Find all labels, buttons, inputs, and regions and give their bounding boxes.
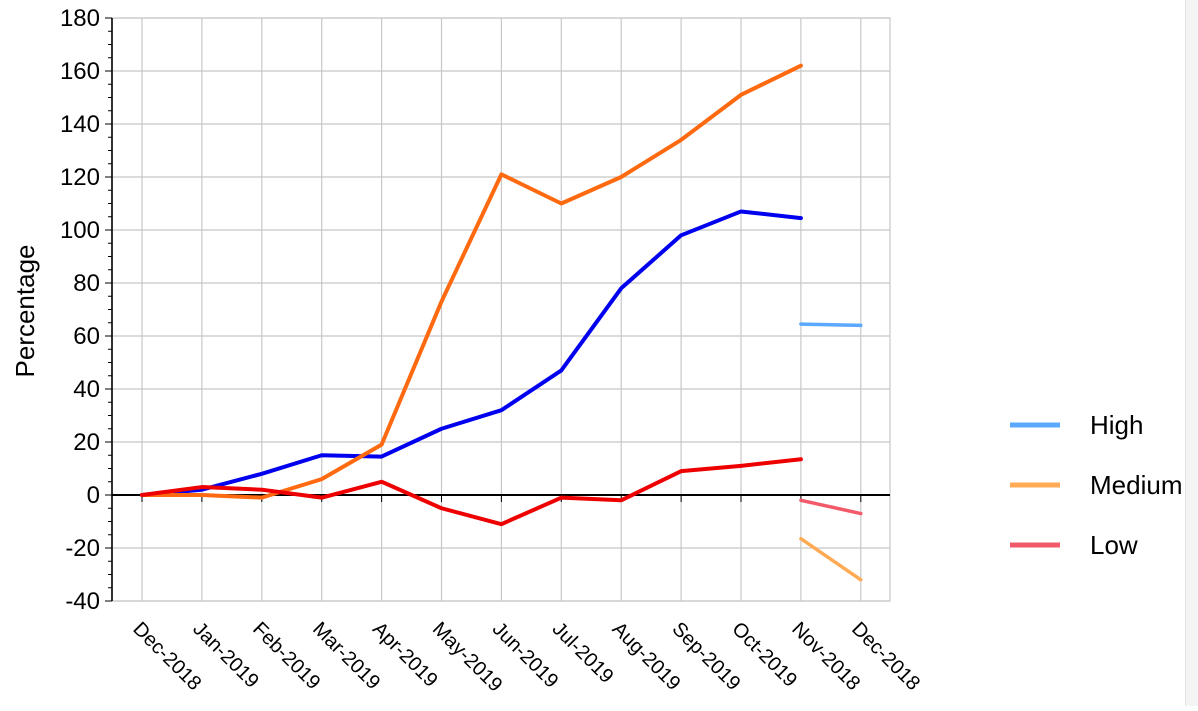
axes (105, 17, 890, 602)
y-tick-label: 160 (60, 58, 100, 85)
window-edge (1185, 0, 1198, 706)
y-tick-label: -20 (65, 535, 100, 562)
legend-label-medium: Medium (1090, 470, 1182, 500)
series-line-orange (140, 63, 803, 500)
tick-labels: -40-20020406080100120140160180Dec-2018Ja… (60, 5, 924, 696)
series-lines (140, 63, 863, 582)
grid (111, 17, 891, 602)
y-axis-label: Percentage (10, 245, 40, 378)
series-line-high (799, 322, 863, 328)
series-line-low (799, 498, 863, 516)
series-line-medium (799, 536, 863, 582)
series-line-blue (140, 209, 803, 497)
y-tick-label: -40 (65, 588, 100, 615)
y-tick-label: 120 (60, 164, 100, 191)
y-tick-label: 0 (87, 482, 100, 509)
y-tick-label: 80 (73, 270, 100, 297)
y-tick-label: 40 (73, 376, 100, 403)
series-line-red (140, 457, 803, 527)
y-tick-label: 20 (73, 429, 100, 456)
y-tick-label: 180 (60, 5, 100, 32)
y-tick-label: 100 (60, 217, 100, 244)
y-tick-label: 140 (60, 111, 100, 138)
legend-label-low: Low (1090, 530, 1138, 560)
y-tick-label: 60 (73, 323, 100, 350)
legend-label-high: High (1090, 410, 1143, 440)
legend: High Medium Low (1010, 410, 1182, 560)
